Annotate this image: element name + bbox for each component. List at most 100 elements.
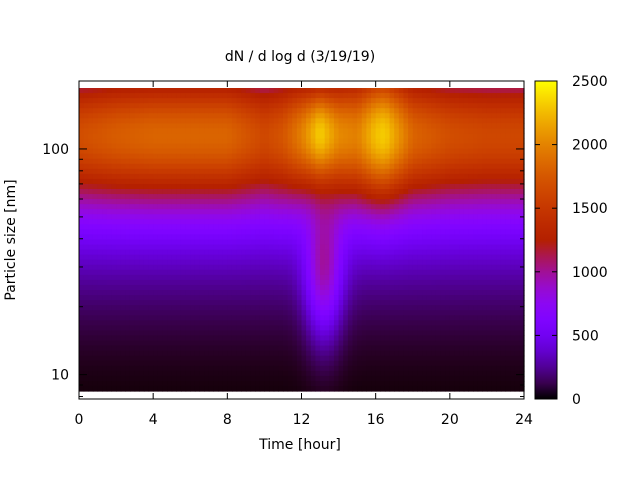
heatmap-cell <box>269 259 275 266</box>
heatmap-cell <box>125 360 131 367</box>
heatmap-cell <box>227 153 233 160</box>
heatmap-cell <box>143 249 150 256</box>
heatmap-cell <box>361 189 367 195</box>
heatmap-cell <box>449 360 456 367</box>
heatmap-cell <box>167 360 173 367</box>
heatmap-cell <box>403 305 409 311</box>
heatmap-cell <box>227 103 233 109</box>
heatmap-cell <box>366 325 372 331</box>
heatmap-cell <box>180 123 187 129</box>
heatmap-cell <box>422 269 428 276</box>
heatmap-cell <box>245 335 252 342</box>
heatmap-cell <box>366 108 372 114</box>
heatmap-cell <box>97 153 103 160</box>
heatmap-cell <box>92 93 99 99</box>
heatmap-cell <box>208 305 215 311</box>
heatmap-cell <box>139 244 145 251</box>
heatmap-cell <box>83 380 89 387</box>
heatmap-cell <box>222 290 228 296</box>
heatmap-cell <box>208 385 215 392</box>
heatmap-cell <box>333 224 340 230</box>
heatmap-cell <box>324 345 330 352</box>
heatmap-cell <box>417 290 423 296</box>
heatmap-cell <box>157 88 164 94</box>
heatmap-cell <box>408 108 414 114</box>
heatmap-cell <box>380 153 386 160</box>
heatmap-cell <box>301 350 307 357</box>
heatmap-cell <box>162 194 168 200</box>
heatmap-cell <box>329 350 335 357</box>
heatmap-cell <box>111 98 117 104</box>
heatmap-cell <box>92 219 99 225</box>
heatmap-cell <box>162 118 168 124</box>
heatmap-cell <box>153 340 159 347</box>
heatmap-cell <box>129 229 136 236</box>
heatmap-cell <box>218 385 224 392</box>
heatmap-cell <box>208 113 215 119</box>
heatmap-cell <box>143 380 150 387</box>
heatmap-cell <box>282 88 289 94</box>
heatmap-cell <box>338 148 344 155</box>
heatmap-cell <box>282 269 289 276</box>
heatmap-cell <box>176 229 182 236</box>
heatmap-cell <box>199 229 205 236</box>
heatmap-cell <box>153 239 159 246</box>
heatmap-cell <box>162 229 168 236</box>
heatmap-cell <box>380 290 386 296</box>
heatmap-cell <box>255 209 261 215</box>
heatmap-cell <box>292 239 298 246</box>
heatmap-cell <box>120 264 126 271</box>
heatmap-cell <box>227 300 233 306</box>
heatmap-cell <box>435 380 442 387</box>
heatmap-cell <box>403 380 409 387</box>
heatmap-cell <box>88 163 94 170</box>
heatmap-cell <box>157 138 164 145</box>
heatmap-cell <box>394 214 400 220</box>
heatmap-cell <box>250 350 256 357</box>
heatmap-cell <box>357 108 363 114</box>
heatmap-cell <box>273 269 279 276</box>
heatmap-cell <box>208 279 215 286</box>
heatmap-cell <box>199 168 205 175</box>
heatmap-cell <box>310 244 317 251</box>
heatmap-cell <box>185 178 191 185</box>
heatmap-cell <box>125 295 131 301</box>
heatmap-cell <box>231 330 238 337</box>
heatmap-cell <box>167 335 173 342</box>
heatmap-cell <box>403 274 409 281</box>
heatmap-cell <box>185 98 191 104</box>
heatmap-cell <box>180 300 187 306</box>
heatmap-cell <box>88 330 94 337</box>
heatmap-cell <box>310 315 317 321</box>
heatmap-cell <box>79 345 85 352</box>
heatmap-cell <box>292 199 298 205</box>
heatmap-cell <box>129 163 136 170</box>
heatmap-cell <box>408 274 414 281</box>
heatmap-cell <box>153 88 159 94</box>
heatmap-cell <box>306 168 312 175</box>
heatmap-cell <box>116 244 122 251</box>
heatmap-cell <box>352 350 358 357</box>
heatmap-cell <box>231 385 238 392</box>
heatmap-cell <box>148 219 154 225</box>
heatmap-cell <box>445 370 451 377</box>
heatmap-cell <box>218 375 224 382</box>
heatmap-cell <box>310 295 317 301</box>
heatmap-cell <box>143 98 150 104</box>
heatmap-cell <box>375 340 381 347</box>
heatmap-cell <box>445 158 451 165</box>
heatmap-cell <box>180 350 187 357</box>
heatmap-cell <box>296 153 303 160</box>
heatmap-cell <box>264 380 270 387</box>
heatmap-cell <box>162 259 168 266</box>
heatmap-cell <box>361 239 367 246</box>
heatmap-cell <box>306 264 312 271</box>
heatmap-cell <box>171 310 177 316</box>
heatmap-cell <box>92 335 99 342</box>
heatmap-cell <box>315 325 321 331</box>
heatmap-cell <box>301 385 307 392</box>
heatmap-cell <box>412 290 418 296</box>
heatmap-cell <box>148 123 154 129</box>
heatmap-cell <box>269 274 275 281</box>
heatmap-cell <box>306 143 312 150</box>
